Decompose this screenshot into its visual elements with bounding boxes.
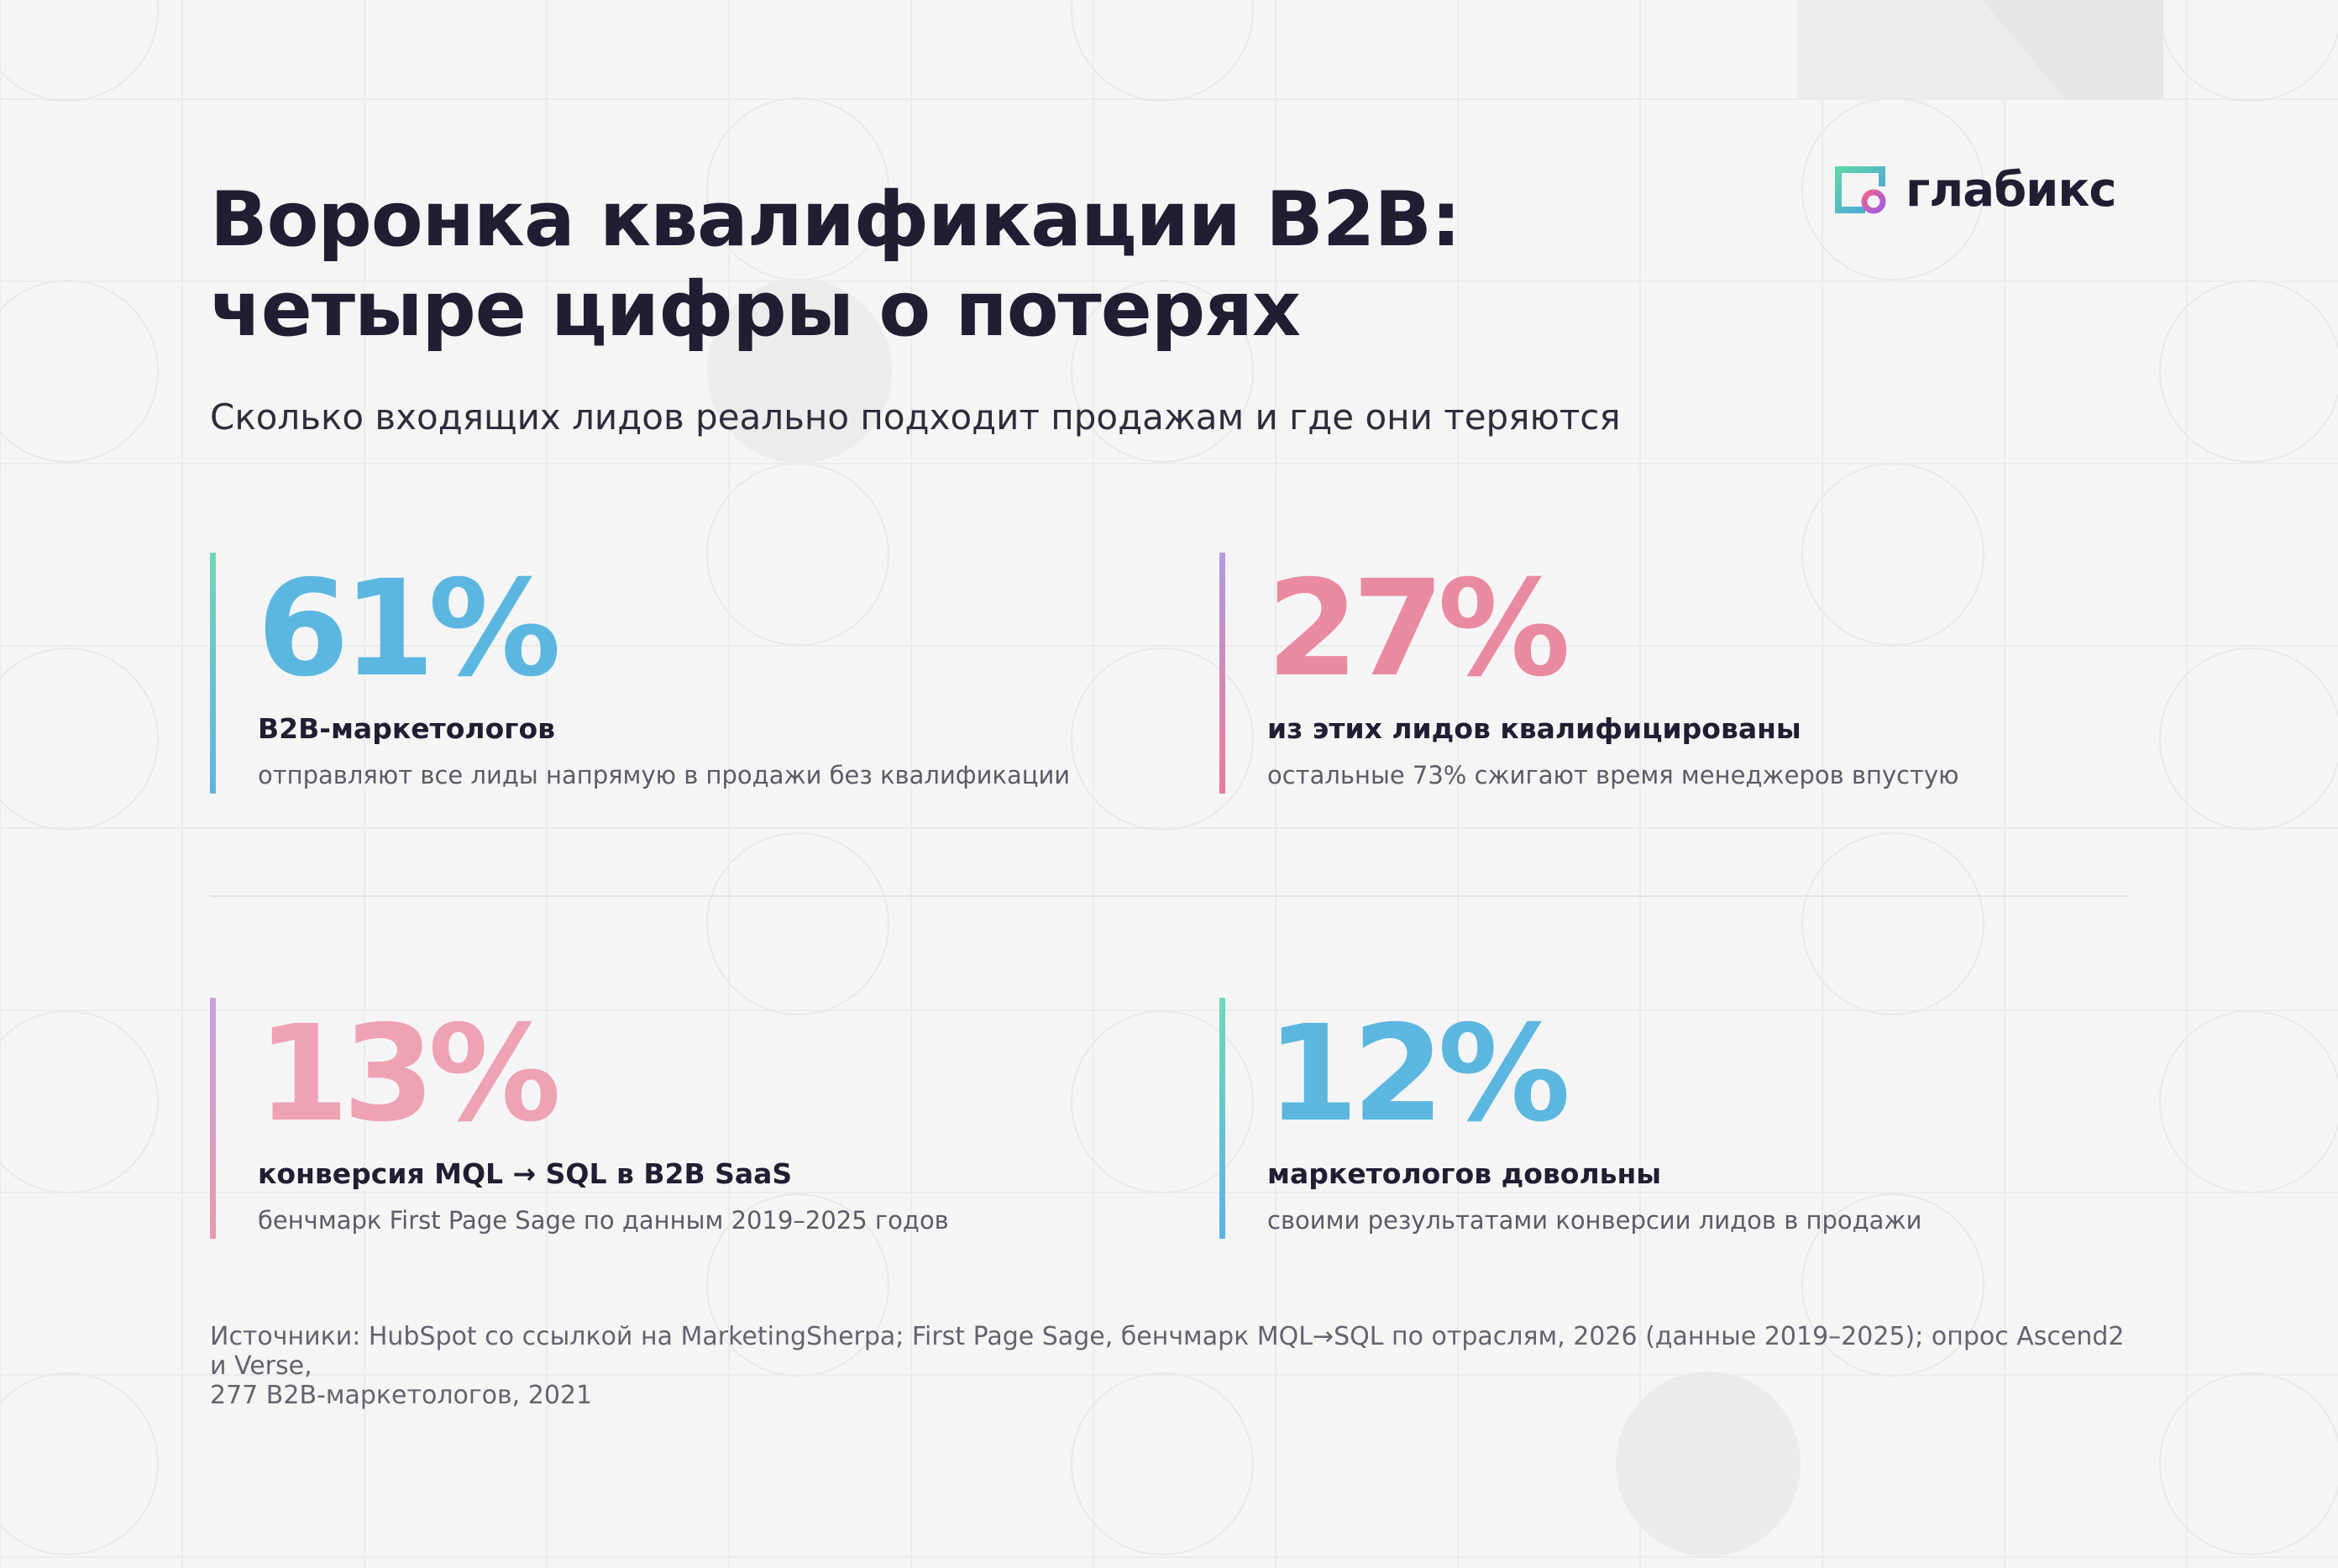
stat-label: B2B-маркетологов — [258, 712, 556, 745]
sources-line-2: 277 B2B-маркетологов, 2021 — [210, 1381, 593, 1410]
stat-card: 13% конверсия MQL → SQL в B2B SaaS бенчм… — [210, 998, 1176, 1239]
stat-value: 61% — [257, 552, 561, 706]
accent-bar — [1219, 998, 1225, 1239]
accent-bar — [1219, 553, 1225, 794]
stat-value: 27% — [1266, 552, 1570, 706]
stat-card: 61% B2B-маркетологов отправляют все лиды… — [210, 553, 1176, 794]
sources-footnote: Источники: HubSpot со ссылкой на Marketi… — [210, 1322, 2141, 1410]
sources-line-1: Источники: HubSpot со ссылкой на Marketi… — [210, 1322, 2125, 1381]
stat-label: конверсия MQL → SQL в B2B SaaS — [258, 1157, 793, 1190]
stat-value: 13% — [257, 997, 561, 1151]
title-line-1: Воронка квалификации B2B: — [210, 176, 1461, 264]
stat-label: из этих лидов квалифицированы — [1267, 712, 1801, 745]
stat-value: 12% — [1266, 997, 1570, 1151]
stat-description: своими результатами конверсии лидов в пр… — [1267, 1206, 1922, 1235]
stat-label: маркетологов довольны — [1267, 1157, 1662, 1190]
glabix-logo-icon — [1835, 166, 1886, 214]
title-line-2: четыре цифры о потерях — [210, 265, 1301, 354]
stat-card: 27% из этих лидов квалифицированы осталь… — [1219, 553, 2185, 794]
accent-bar — [210, 998, 216, 1239]
page-subtitle: Сколько входящих лидов реально подходит … — [210, 396, 1621, 438]
stat-description: отправляют все лиды напрямую в продажи б… — [258, 761, 1071, 789]
stat-description: бенчмарк First Page Sage по данным 2019–… — [258, 1206, 949, 1235]
section-divider — [210, 895, 2128, 897]
stat-card: 12% маркетологов довольны своими результ… — [1219, 998, 2185, 1239]
page-title: Воронка квалификации B2B: четыре цифры о… — [210, 175, 1461, 354]
brand-name: глабикс — [1906, 163, 2117, 218]
accent-bar — [210, 553, 216, 794]
brand-logo: глабикс — [1835, 163, 2117, 218]
stat-description: остальные 73% сжигают время менеджеров в… — [1267, 761, 1959, 789]
